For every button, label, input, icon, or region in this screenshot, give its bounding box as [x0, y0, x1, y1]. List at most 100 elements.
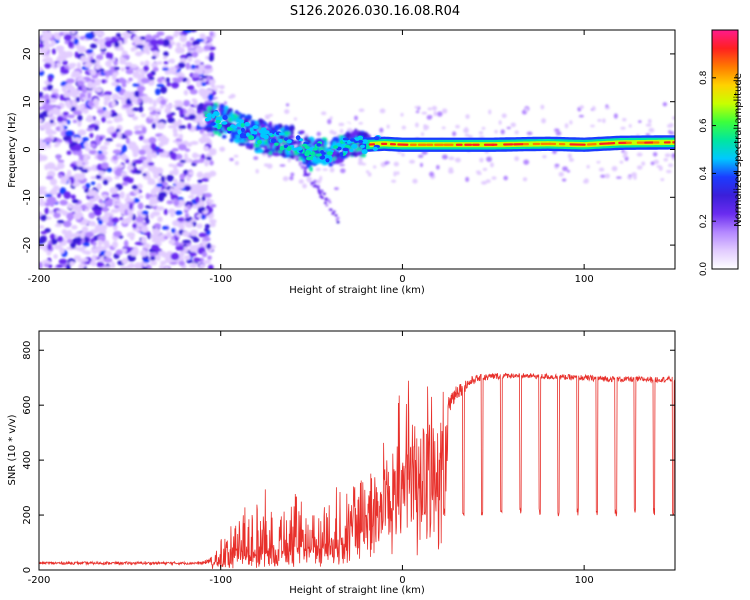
spectrogram-cell [401, 125, 407, 130]
spectrogram-cell [121, 257, 129, 265]
spectrogram-cell [190, 141, 199, 145]
spectrogram-cell [350, 151, 357, 157]
spectrogram-cell [45, 57, 53, 64]
spectrogram-cell [125, 69, 134, 75]
spectrogram-cell [393, 171, 397, 177]
spectrogram-cell [130, 64, 138, 69]
spectrogram-cell [87, 81, 94, 89]
spectrogram-cell [160, 86, 167, 94]
spectrogram-cell [663, 157, 669, 162]
spectrogram-cell [178, 260, 186, 266]
spectrogram-cell [67, 202, 73, 209]
spectrogram-cell [288, 125, 295, 132]
spectrogram-cell [40, 230, 48, 235]
spectrogram-cell [149, 199, 154, 207]
spectrogram-cell [119, 266, 129, 269]
spectrogram-cell [129, 94, 135, 101]
spectrogram-ridge-patch [342, 137, 349, 141]
spectrogram-cell [201, 177, 209, 182]
spectrogram-cell [100, 51, 106, 55]
spectrogram-cell [45, 128, 54, 135]
spectrogram-cell [115, 85, 122, 93]
spectrogram-cell [186, 204, 191, 209]
spectrogram-cell [66, 150, 72, 155]
spectrogram-cell [103, 94, 111, 102]
spectrogram-cell [218, 90, 225, 94]
spectrogram-cell [77, 166, 84, 170]
spectrogram-cell [285, 103, 290, 107]
colorbar-label: Normalized spectral amplitude [733, 73, 744, 227]
spectrogram-cell [164, 256, 173, 264]
spectrogram-cell [142, 259, 150, 263]
spectrogram-cell [59, 125, 64, 132]
spectrogram-ridge-patch [296, 146, 303, 151]
spectrogram-cell [155, 39, 164, 46]
spectrogram-cell [173, 199, 180, 207]
spectrogram-cell [637, 156, 642, 161]
spectrogram-cell [147, 181, 157, 185]
spectrogram-cell [318, 192, 322, 195]
spectrogram-cell [129, 250, 139, 257]
spectrogram-cell [113, 60, 118, 66]
spectrogram-cell [39, 188, 45, 196]
spectrogram-cell [120, 78, 127, 84]
spectrogram-cell [125, 193, 130, 201]
spectrogram-cell [133, 197, 140, 203]
spectrogram-cell [524, 107, 529, 112]
spectrogram-cell [352, 104, 358, 108]
spectrogram-cell [111, 93, 120, 101]
spectrogram-cell [238, 142, 246, 146]
spectrogram-cell [135, 44, 145, 49]
spectrogram-cell [140, 77, 150, 84]
spectrogram-cell [327, 198, 331, 202]
spectrogram-cell [638, 120, 642, 123]
spectrogram-ridge-patch [217, 123, 223, 128]
spectrogram-cell [111, 132, 118, 138]
spectrogram-cell [500, 129, 505, 135]
spectrogram-cell [145, 193, 151, 200]
spectrogram-cell [132, 115, 139, 121]
spectrogram-cell [115, 143, 123, 148]
spectrogram-cell [590, 124, 595, 128]
spectrogram-cell [61, 120, 68, 125]
spectrogram-cell [108, 198, 114, 202]
spectrogram-cell [136, 183, 143, 190]
spectrogram-cell [391, 179, 397, 183]
spectrogram-cell [58, 31, 65, 36]
spectrogram-cell [146, 72, 154, 79]
spectrogram-cell [39, 43, 45, 49]
spectrogram-cell [42, 259, 51, 264]
spectrogram-ridge-patch [226, 126, 233, 131]
spectrogram-cell [671, 157, 675, 161]
spectrogram-ridge-patch [252, 125, 259, 130]
spectrogram-cell [104, 37, 112, 41]
spectrogram-cell [39, 140, 45, 148]
spectrogram-cell [197, 69, 204, 75]
spectrogram-cell [322, 168, 328, 171]
spectrogram-cell [401, 153, 405, 157]
spectrogram-cell [192, 40, 201, 46]
spectrogram-cell [149, 260, 158, 266]
spectrogram-cell [183, 89, 189, 96]
spectrogram-cell [191, 76, 200, 82]
spectrogram-cell [414, 105, 420, 109]
spectrogram-cell [142, 160, 150, 169]
spectrogram-ridge-patch [339, 152, 344, 157]
spectrogram-cell [128, 202, 134, 210]
spectrogram-cell [196, 223, 203, 229]
spectrogram-cell [72, 110, 82, 116]
spectrogram-cell [196, 171, 204, 179]
spectrogram-cell [160, 175, 166, 183]
spectrogram-ridge-patch [286, 139, 292, 144]
spectrogram-cell [112, 155, 118, 161]
spectrogram-cell [199, 137, 205, 144]
spectrogram-cell [257, 118, 264, 124]
spectrogram-cell [131, 161, 137, 168]
spectrogram-cell [190, 37, 195, 42]
spectrogram-cell [230, 93, 236, 99]
spectrogram-cell [396, 171, 400, 175]
spectrogram-cell [207, 255, 212, 261]
spectrogram-cell [221, 134, 227, 139]
spectrogram-cell [418, 154, 424, 158]
